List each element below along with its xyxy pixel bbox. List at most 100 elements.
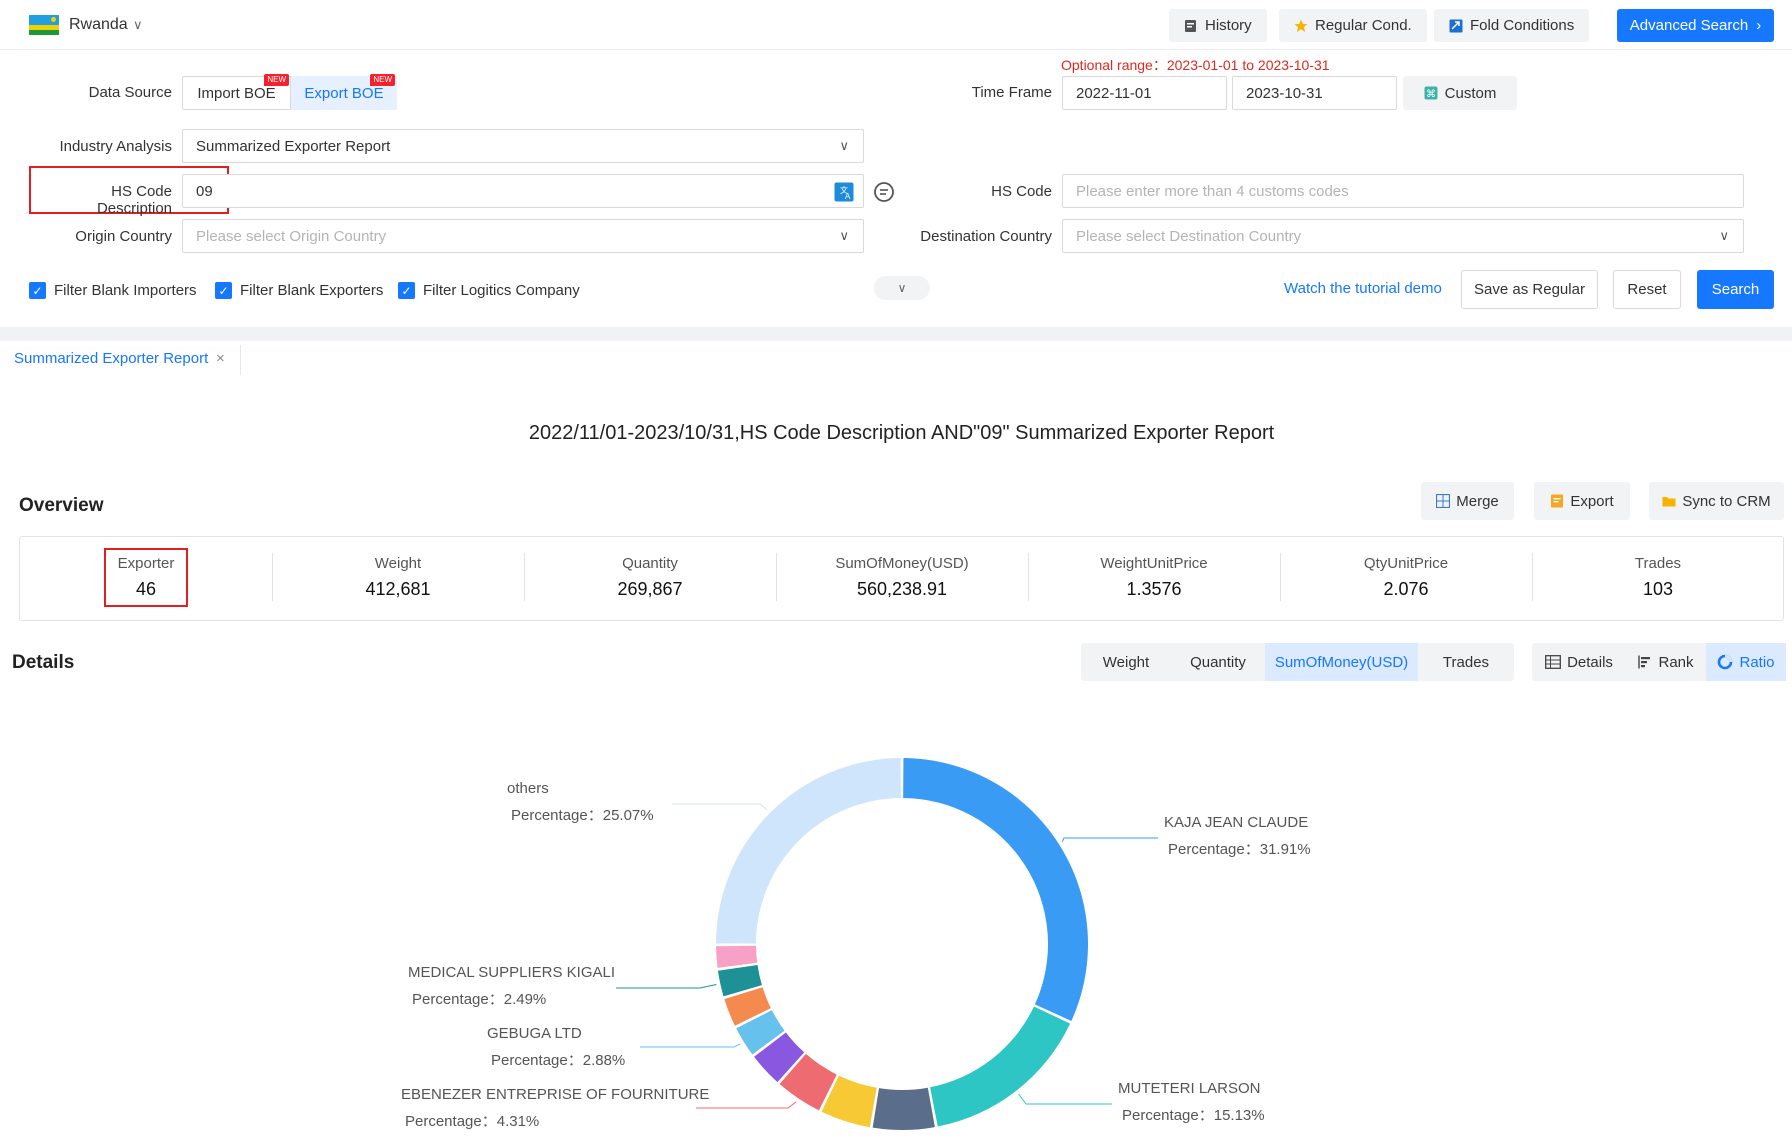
folder-sync-icon xyxy=(1662,497,1676,507)
custom-button[interactable]: ⌘ Custom xyxy=(1403,76,1517,110)
industry-analysis-select[interactable]: Summarized Exporter Report ∨ xyxy=(182,129,864,163)
view-switch: Details Rank Ratio xyxy=(1532,643,1786,681)
export-button[interactable]: Export xyxy=(1534,482,1630,520)
time-from-input[interactable]: 2022-11-01 xyxy=(1062,76,1227,110)
data-source-label: Data Source xyxy=(88,84,172,101)
stat-weight-unit-price: WeightUnitPrice 1.3576 xyxy=(1100,555,1208,599)
donut-slice-1[interactable] xyxy=(930,1006,1071,1127)
time-to-input[interactable]: 2023-10-31 xyxy=(1232,76,1397,110)
export-icon xyxy=(1551,494,1564,508)
filter-logistics-company-checkbox[interactable]: ✓ Filter Logitics Company xyxy=(398,282,580,299)
tab-divider xyxy=(240,345,241,375)
sync-to-crm-button[interactable]: Sync to CRM xyxy=(1649,482,1784,520)
stat-divider xyxy=(1532,553,1533,601)
time-frame-label: Time Frame xyxy=(971,84,1052,101)
metric-sum-of-money-tab[interactable]: SumOfMoney(USD) xyxy=(1265,643,1418,681)
chevron-down-icon[interactable]: ∨ xyxy=(133,17,143,32)
label-kaja-jean-claude: KAJA JEAN CLAUDE Percentage：31.91% xyxy=(1164,814,1311,858)
hs-code-description-label: HS Code Description xyxy=(96,183,172,217)
fold-icon xyxy=(1449,19,1463,32)
tab-summarized-exporter-report[interactable]: Summarized Exporter Report xyxy=(14,350,209,367)
donut-slice-3[interactable] xyxy=(821,1075,877,1128)
view-details-tab[interactable]: Details xyxy=(1532,643,1626,681)
svg-text:⌘: ⌘ xyxy=(1426,89,1436,100)
country-selector[interactable]: Rwanda xyxy=(69,16,128,33)
regular-conditions-button[interactable]: Regular Cond. xyxy=(1279,9,1427,42)
translate-icon[interactable]: 文A xyxy=(834,182,854,202)
donut-slice-10[interactable] xyxy=(716,758,901,944)
leader-line-4 xyxy=(696,1101,797,1109)
filter-blank-importers-checkbox[interactable]: ✓ Filter Blank Importers xyxy=(29,282,197,299)
search-button[interactable]: Search xyxy=(1697,270,1774,309)
save-regular-button[interactable]: Save as Regular xyxy=(1461,270,1598,309)
leader-line-10 xyxy=(672,803,768,811)
hs-code-input[interactable]: Please enter more than 4 customs codes xyxy=(1062,174,1744,208)
stat-exporter: Exporter 46 xyxy=(117,555,175,599)
overview-stats: Exporter 46 Weight 412,681 Quantity 269,867… xyxy=(19,536,1784,621)
stat-divider xyxy=(1280,553,1281,601)
metric-switch: Weight Quantity SumOfMoney(USD) Trades xyxy=(1081,643,1514,681)
view-ratio-tab[interactable]: Ratio xyxy=(1706,643,1786,681)
leader-line-6 xyxy=(640,1043,741,1048)
ratio-donut-chart xyxy=(616,758,1158,1130)
search-list-icon[interactable] xyxy=(873,181,895,203)
metric-quantity-tab[interactable]: Quantity xyxy=(1190,653,1246,671)
stat-divider xyxy=(524,553,525,601)
leader-line-1 xyxy=(1018,1093,1112,1105)
metric-trades-tab[interactable]: Trades xyxy=(1442,653,1490,671)
stat-qty-unit-price: QtyUnitPrice 2.076 xyxy=(1363,555,1449,599)
donut-slice-9[interactable] xyxy=(716,945,758,968)
chevron-down-icon: ∨ xyxy=(839,228,849,243)
pie-chart-icon xyxy=(1718,654,1733,670)
stat-quantity: Quantity 269,867 xyxy=(617,555,683,599)
top-bar: Rwanda ∨ History Regular Cond. Fold Cond… xyxy=(0,0,1792,50)
details-title: Details xyxy=(12,652,75,673)
history-button[interactable]: History xyxy=(1169,9,1267,42)
donut-slice-5[interactable] xyxy=(754,1032,805,1083)
close-icon[interactable]: × xyxy=(216,350,225,367)
metric-weight-tab[interactable]: Weight xyxy=(1102,653,1150,671)
industry-analysis-label: Industry Analysis xyxy=(59,138,172,155)
new-badge: NEW xyxy=(370,74,395,86)
label-muteteri-larson: MUTETERI LARSON Percentage：15.13% xyxy=(1118,1080,1265,1124)
exporter-highlight xyxy=(104,548,188,607)
checkmark-icon: ✓ xyxy=(398,282,415,299)
new-badge: NEW xyxy=(264,74,289,86)
view-rank-tab[interactable]: Rank xyxy=(1626,643,1706,681)
advanced-search-button[interactable]: Advanced Search › xyxy=(1617,9,1774,42)
destination-country-label: Destination Country xyxy=(920,228,1052,245)
origin-country-select[interactable]: Please select Origin Country ∨ xyxy=(182,219,864,253)
checkmark-icon: ✓ xyxy=(215,282,232,299)
chevron-right-icon: › xyxy=(1756,17,1762,34)
label-medical-suppliers-kigali: MEDICAL SUPPLIERS KIGALI Percentage：2.49% xyxy=(408,964,616,1008)
chevron-down-icon: ∨ xyxy=(1719,228,1729,243)
stat-trades: Trades 103 xyxy=(1634,555,1682,599)
stat-weight: Weight 412,681 xyxy=(365,555,431,599)
hs-code-label: HS Code xyxy=(991,183,1052,200)
table-icon xyxy=(1545,655,1562,669)
import-boe-option[interactable]: Import BOE NEW xyxy=(182,74,291,110)
rwanda-flag-icon xyxy=(29,15,59,35)
merge-icon xyxy=(1436,494,1451,508)
donut-slice-4[interactable] xyxy=(779,1053,837,1111)
label-ebenezer-entreprise: EBENEZER ENTREPRISE OF FOURNITURE Percent… xyxy=(401,1086,710,1130)
donut-slice-0[interactable] xyxy=(903,758,1088,1021)
tutorial-link[interactable]: Watch the tutorial demo xyxy=(1284,280,1442,297)
reset-button[interactable]: Reset xyxy=(1613,270,1681,309)
svg-text:文: 文 xyxy=(840,185,848,195)
merge-button[interactable]: Merge xyxy=(1421,482,1514,520)
destination-country-select[interactable]: Please select Destination Country ∨ xyxy=(1062,219,1744,253)
donut-slice-8[interactable] xyxy=(717,965,762,997)
export-boe-option[interactable]: Export BOE NEW xyxy=(291,74,397,110)
donut-slice-6[interactable] xyxy=(736,1010,785,1055)
filter-blank-exporters-checkbox[interactable]: ✓ Filter Blank Exporters xyxy=(215,282,383,299)
donut-slice-2[interactable] xyxy=(872,1087,935,1130)
divider-band xyxy=(0,327,1792,341)
leader-line-0 xyxy=(1061,837,1158,842)
chevron-down-icon: ∨ xyxy=(897,281,907,295)
stat-divider xyxy=(1028,553,1029,601)
donut-slice-7[interactable] xyxy=(724,987,771,1026)
expand-toggle[interactable]: ∨ xyxy=(874,276,930,300)
fold-conditions-button[interactable]: Fold Conditions xyxy=(1434,9,1590,42)
